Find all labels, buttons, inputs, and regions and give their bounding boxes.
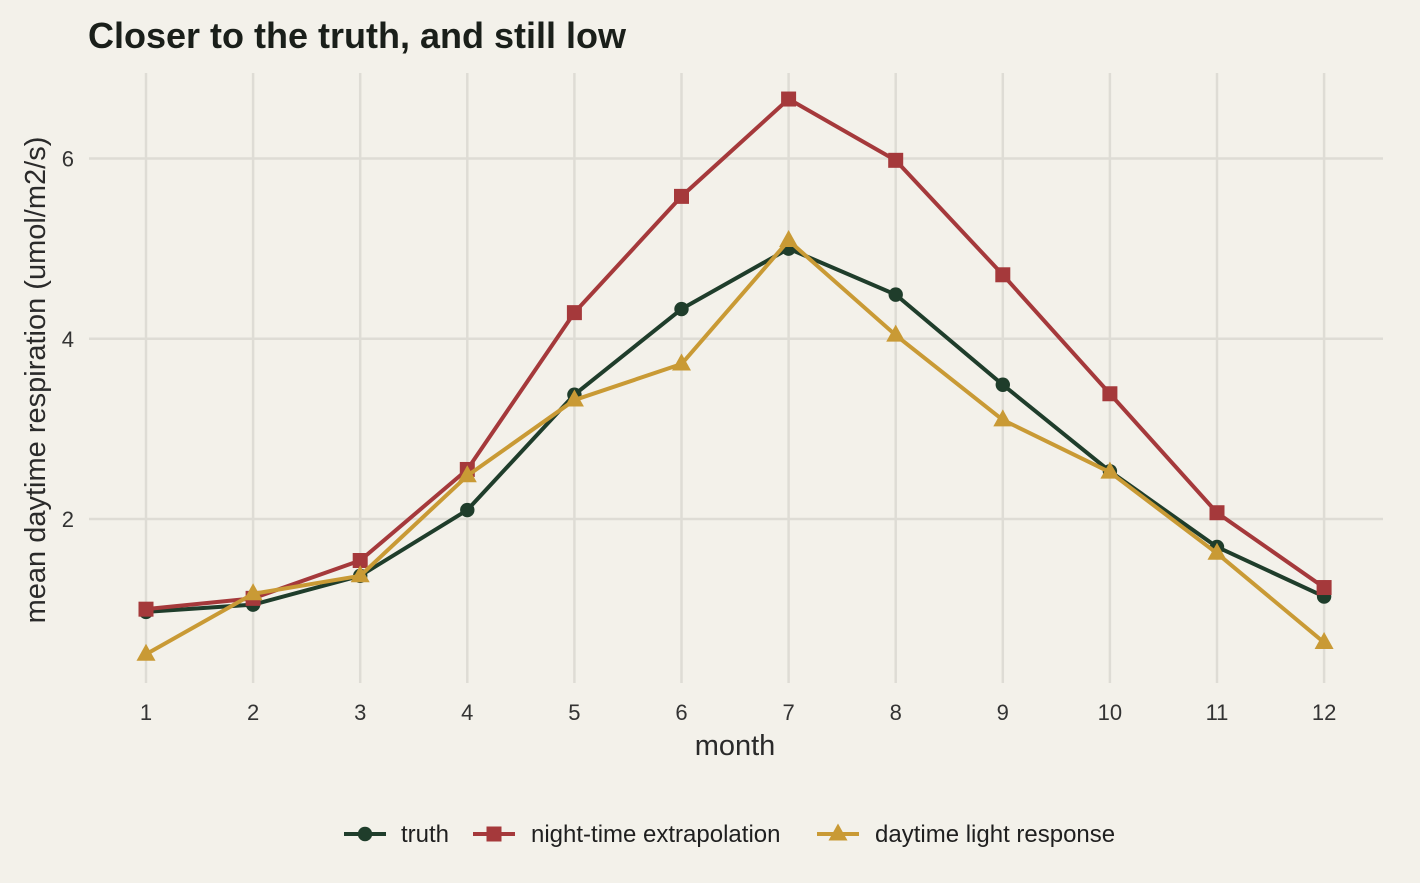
y-axis-label: mean daytime respiration (umol/m2/s) bbox=[20, 137, 52, 624]
y-tick-label: 6 bbox=[62, 147, 74, 172]
data-point bbox=[352, 552, 368, 568]
series-line bbox=[145, 238, 1326, 656]
legend-label: truth bbox=[401, 821, 449, 848]
legend: truth night-time extrapolation daytime lig… bbox=[344, 821, 1115, 848]
legend-item: truth bbox=[344, 821, 449, 848]
data-point bbox=[566, 305, 582, 321]
legend-item: night-time extrapolation bbox=[473, 821, 780, 848]
data-point bbox=[672, 353, 691, 371]
x-tick-label: 5 bbox=[568, 700, 580, 725]
data-point bbox=[888, 287, 903, 302]
y-axis-ticks: 2 4 6 bbox=[62, 147, 74, 533]
x-tick-label: 9 bbox=[997, 700, 1009, 725]
data-point bbox=[460, 502, 475, 518]
series bbox=[136, 91, 1334, 661]
data-point bbox=[457, 465, 477, 483]
x-tick-label: 11 bbox=[1206, 700, 1229, 725]
x-tick-label: 10 bbox=[1098, 700, 1122, 725]
data-point bbox=[138, 601, 154, 617]
data-point bbox=[779, 229, 799, 247]
chart-title: Closer to the truth, and still low bbox=[88, 15, 627, 56]
x-axis-label: month bbox=[695, 730, 776, 762]
data-point bbox=[995, 377, 1010, 392]
x-tick-label: 2 bbox=[247, 700, 259, 725]
legend-label: night-time extrapolation bbox=[531, 821, 780, 848]
data-point bbox=[243, 583, 263, 601]
data-point bbox=[136, 643, 156, 661]
series-0 bbox=[138, 241, 1332, 620]
data-point bbox=[350, 565, 370, 583]
data-point bbox=[886, 324, 906, 342]
x-tick-label: 7 bbox=[782, 700, 794, 725]
legend-key-marker bbox=[486, 826, 502, 842]
legend-label: daytime light response bbox=[875, 821, 1115, 848]
x-tick-label: 1 bbox=[140, 700, 152, 725]
series-1 bbox=[138, 91, 1332, 617]
y-tick-label: 2 bbox=[62, 507, 74, 532]
data-point bbox=[674, 301, 689, 317]
series-line bbox=[145, 97, 1326, 612]
data-point bbox=[674, 188, 689, 204]
data-point bbox=[1100, 461, 1120, 479]
data-point bbox=[1209, 505, 1225, 521]
y-tick-label: 4 bbox=[62, 327, 74, 352]
data-point bbox=[564, 389, 584, 407]
x-tick-label: 4 bbox=[461, 700, 473, 725]
data-point bbox=[781, 91, 797, 107]
legend-item: daytime light response bbox=[817, 821, 1115, 848]
data-point bbox=[1207, 542, 1227, 560]
data-point bbox=[995, 267, 1011, 283]
legend-key-marker bbox=[828, 823, 848, 841]
grid bbox=[89, 73, 1383, 683]
data-point bbox=[1314, 631, 1334, 649]
legend-key-marker bbox=[357, 826, 373, 842]
x-tick-label: 8 bbox=[890, 700, 902, 725]
x-tick-label: 3 bbox=[354, 700, 366, 725]
x-tick-label: 12 bbox=[1312, 700, 1336, 725]
data-point bbox=[1316, 580, 1332, 596]
data-point bbox=[993, 409, 1013, 427]
data-point bbox=[888, 152, 904, 168]
data-point bbox=[1102, 386, 1118, 402]
x-tick-label: 6 bbox=[675, 700, 687, 725]
series-2 bbox=[136, 229, 1334, 661]
x-axis-ticks: 1 2 3 4 5 6 7 8 9 10 11 12 bbox=[140, 700, 1336, 725]
